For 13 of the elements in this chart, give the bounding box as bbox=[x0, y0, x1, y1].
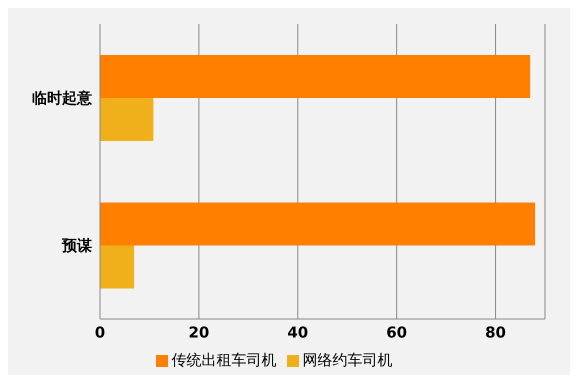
bar bbox=[100, 98, 154, 141]
legend-label: 网络约车司机 bbox=[302, 351, 392, 369]
y-tick-label: 临时起意 bbox=[32, 89, 93, 108]
x-tick-label: 80 bbox=[485, 324, 506, 342]
legend-label: 传统出租车司机 bbox=[172, 351, 276, 369]
x-tick-label: 0 bbox=[94, 324, 106, 342]
y-tick-label: 预谋 bbox=[61, 236, 92, 255]
bar bbox=[100, 245, 134, 288]
x-tick-label: 20 bbox=[188, 324, 210, 342]
x-tick-label: 60 bbox=[386, 324, 408, 342]
bar bbox=[100, 54, 530, 98]
bar bbox=[100, 202, 536, 246]
x-tick-label: 40 bbox=[287, 324, 308, 342]
